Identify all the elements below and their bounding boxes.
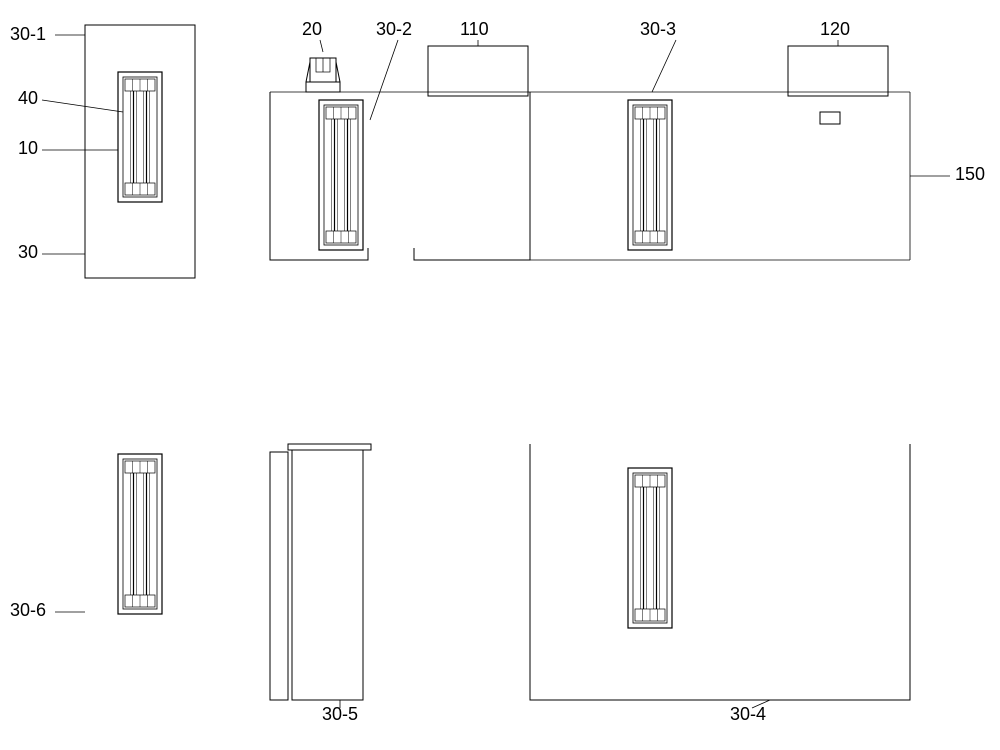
label-l10: 10	[18, 138, 38, 158]
label-l150: 150	[955, 164, 985, 184]
label-l110: 110	[460, 19, 489, 39]
label-l30_2: 30-2	[376, 19, 412, 39]
label-l40: 40	[18, 88, 38, 108]
label-l30_1: 30-1	[10, 24, 46, 44]
label-l30_5: 30-5	[322, 704, 358, 724]
label-l30_6: 30-6	[10, 600, 46, 620]
label-l120: 120	[820, 19, 850, 39]
chamber-30-5-cap	[288, 444, 371, 450]
label-l20: 20	[302, 19, 322, 39]
label-l30_3: 30-3	[640, 19, 676, 39]
label-l30_4: 30-4	[730, 704, 766, 724]
label-l30: 30	[18, 242, 38, 262]
diagram-canvas: 30-1 20 30-2 110 30-3 120 40 10 150 30 30-6 30-5 30-…	[0, 0, 1000, 750]
chamber-30-5-right	[292, 444, 363, 700]
